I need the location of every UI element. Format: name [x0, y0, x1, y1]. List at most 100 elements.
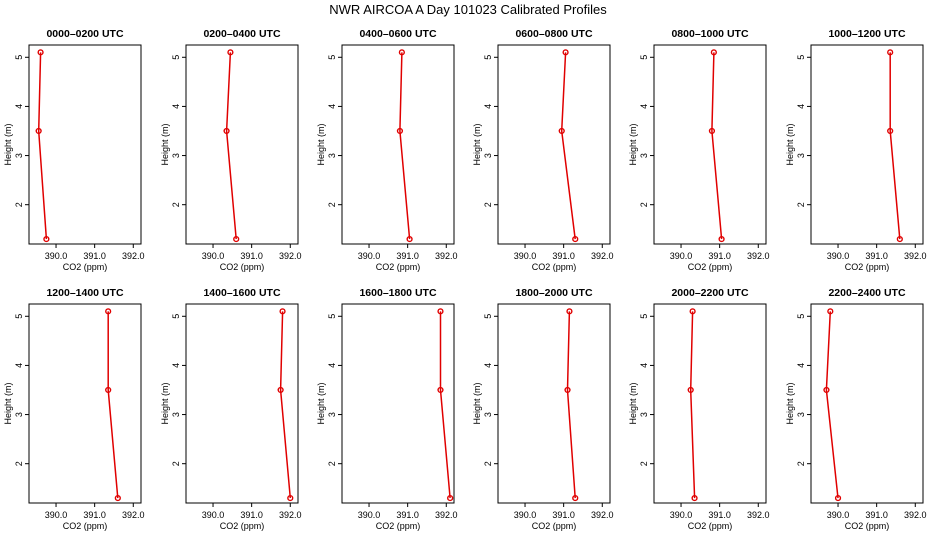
y-tick-label: 4	[639, 104, 649, 109]
y-axis-label: Height (m)	[3, 382, 13, 424]
x-tick-label: 391.0	[708, 510, 731, 520]
panel: 2200–2400 UTC 390.0 391.0 392.0 2 3 4 5 CO2 (ppm…	[785, 287, 927, 531]
data-point	[37, 49, 44, 56]
data-point	[896, 235, 903, 243]
profile-line	[107, 311, 119, 499]
y-tick-label: 5	[639, 314, 649, 319]
data-point	[887, 127, 894, 135]
y-tick-label: 4	[483, 104, 493, 109]
data-point	[708, 127, 716, 135]
data-point	[233, 235, 240, 243]
data-point	[43, 235, 50, 243]
x-tick-label: 392.0	[122, 251, 145, 261]
panel: 2000–2200 UTC 390.0 391.0 392.0 2 3 4 5 CO2 (ppm…	[628, 287, 770, 531]
y-axis-label: Height (m)	[316, 382, 326, 424]
x-tick-label: 391.0	[552, 510, 575, 520]
data-point	[564, 386, 571, 394]
y-tick-label: 3	[171, 153, 181, 158]
data-point	[572, 235, 579, 243]
y-tick-label: 4	[327, 104, 337, 109]
y-tick-label: 2	[327, 461, 337, 466]
profile-line	[825, 311, 839, 499]
y-tick-label: 5	[796, 55, 806, 60]
panel-title: 0800–1000 UTC	[671, 28, 748, 40]
y-axis-label: Height (m)	[472, 123, 482, 165]
data-point	[887, 49, 894, 56]
data-point	[710, 49, 717, 56]
y-tick-label: 2	[483, 202, 493, 207]
panel-title: 0200–0400 UTC	[203, 28, 280, 40]
y-tick-label: 4	[171, 363, 181, 368]
y-tick-label: 2	[483, 461, 493, 466]
data-point	[277, 386, 284, 394]
y-tick-label: 2	[171, 202, 181, 207]
y-tick-label: 2	[14, 202, 24, 207]
x-tick-label: 392.0	[435, 510, 458, 520]
y-axis-label: Height (m)	[785, 382, 795, 424]
data-point	[823, 386, 830, 394]
panel-title: 0600–0800 UTC	[515, 28, 592, 40]
data-point	[687, 386, 694, 394]
y-tick-label: 3	[796, 412, 806, 417]
y-tick-label: 4	[483, 363, 493, 368]
plot-frame	[341, 303, 455, 504]
y-tick-label: 2	[639, 202, 649, 207]
y-tick-label: 3	[796, 153, 806, 158]
panel: 1400–1600 UTC 390.0 391.0 392.0 2 3 4 5 CO2 (ppm…	[160, 287, 302, 531]
data-point	[691, 494, 698, 502]
y-tick-label: 4	[796, 363, 806, 368]
x-tick-label: 391.0	[240, 510, 263, 520]
data-point	[35, 127, 42, 135]
y-axis-label: Height (m)	[3, 123, 13, 165]
profile-line	[689, 311, 696, 499]
data-point	[572, 494, 579, 502]
x-tick-label: 391.0	[396, 251, 419, 261]
y-tick-label: 5	[171, 314, 181, 319]
x-tick-label: 390.0	[670, 510, 693, 520]
panel-title: 0000–0200 UTC	[46, 28, 123, 40]
panel-title: 0400–0600 UTC	[359, 28, 436, 40]
y-tick-label: 2	[639, 461, 649, 466]
panel: 0800–1000 UTC 390.0 391.0 392.0 2 3 4 5 CO2 (ppm…	[628, 28, 770, 272]
data-point	[105, 386, 112, 394]
y-axis-label: Height (m)	[160, 382, 170, 424]
profile-line	[711, 52, 723, 240]
panel-title: 2200–2400 UTC	[828, 287, 905, 299]
panel-title: 1200–1400 UTC	[46, 287, 123, 299]
panel: 1800–2000 UTC 390.0 391.0 392.0 2 3 4 5 CO2 (ppm…	[472, 287, 614, 531]
y-tick-label: 2	[171, 461, 181, 466]
x-axis-label: CO2 (ppm)	[845, 521, 890, 531]
x-axis-label: CO2 (ppm)	[688, 521, 733, 531]
plot-frame	[28, 303, 142, 504]
plot-frame	[185, 44, 299, 245]
x-tick-label: 392.0	[747, 251, 770, 261]
data-point	[279, 308, 286, 315]
x-axis-label: CO2 (ppm)	[532, 262, 577, 272]
x-axis-label: CO2 (ppm)	[376, 521, 421, 531]
x-tick-label: 391.0	[83, 251, 106, 261]
profile-line	[37, 52, 48, 240]
y-tick-label: 3	[483, 412, 493, 417]
x-tick-label: 392.0	[279, 510, 302, 520]
y-tick-label: 3	[14, 153, 24, 158]
x-tick-label: 391.0	[865, 251, 888, 261]
plot-frame	[497, 44, 611, 245]
profile-line	[566, 311, 576, 499]
data-point	[406, 235, 413, 243]
y-tick-label: 4	[796, 104, 806, 109]
y-tick-label: 4	[327, 363, 337, 368]
y-tick-label: 3	[327, 153, 337, 158]
y-tick-label: 5	[327, 314, 337, 319]
y-axis-label: Height (m)	[316, 123, 326, 165]
data-point	[566, 308, 573, 315]
x-tick-label: 390.0	[202, 251, 225, 261]
data-point	[834, 494, 842, 502]
y-tick-label: 5	[171, 55, 181, 60]
y-tick-label: 4	[639, 363, 649, 368]
plot-frame	[497, 303, 611, 504]
x-tick-label: 392.0	[591, 251, 614, 261]
y-tick-label: 3	[639, 412, 649, 417]
y-tick-label: 2	[796, 461, 806, 466]
panel: 0600–0800 UTC 390.0 391.0 392.0 2 3 4 5 CO2 (ppm…	[472, 28, 614, 272]
